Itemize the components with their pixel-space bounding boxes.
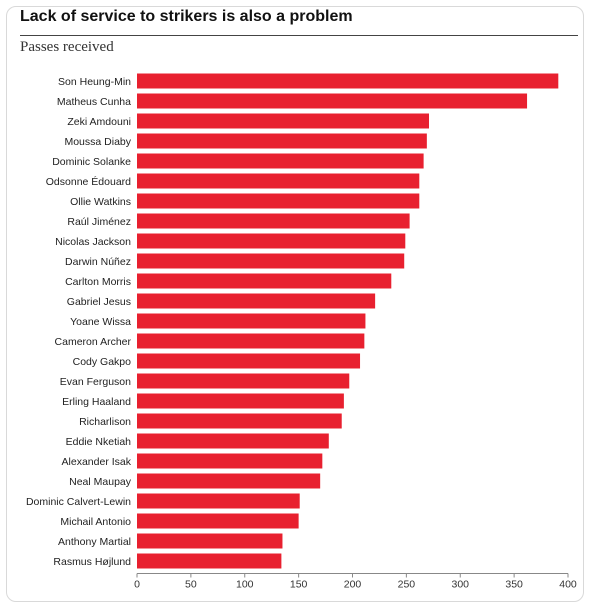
category-label: Yoane Wissa	[70, 316, 131, 328]
bar	[137, 453, 323, 469]
x-tick-label: 0	[134, 579, 140, 591]
category-label: Erling Haaland	[62, 396, 131, 408]
category-label: Ollie Watkins	[70, 196, 131, 208]
category-label: Alexander Isak	[62, 456, 132, 468]
category-label: Michail Antonio	[60, 516, 131, 528]
bar	[137, 393, 344, 409]
category-label: Neal Maupay	[69, 476, 132, 488]
x-tick-label: 400	[559, 579, 577, 591]
bar	[137, 333, 365, 349]
bar	[137, 173, 420, 189]
bar	[137, 533, 283, 549]
bar	[137, 233, 406, 249]
category-label: Nicolas Jackson	[55, 236, 131, 248]
bar	[137, 413, 342, 429]
category-label: Dominic Calvert-Lewin	[26, 496, 131, 508]
bar	[137, 113, 430, 129]
category-label: Carlton Morris	[65, 276, 131, 288]
category-label: Odsonne Édouard	[46, 175, 131, 188]
bar	[137, 253, 405, 269]
category-label: Zeki Amdouni	[67, 116, 131, 128]
bar	[137, 373, 350, 389]
chart-subtitle: Passes received	[20, 39, 114, 55]
bar	[137, 273, 392, 289]
category-labels: Son Heung-Min Matheus Cunha Zeki Amdouni Mo…	[26, 76, 132, 568]
bar	[137, 153, 424, 169]
category-label: Dominic Solanke	[52, 156, 131, 168]
category-label: Evan Ferguson	[60, 376, 131, 388]
x-tick-label: 50	[185, 579, 197, 591]
chart-title: Lack of service to strikers is also a pr…	[20, 8, 353, 25]
bar	[137, 73, 559, 89]
bar	[137, 93, 528, 109]
bar	[137, 293, 376, 309]
bars-group	[137, 73, 559, 569]
x-tick-label: 150	[290, 579, 308, 591]
bar	[137, 553, 282, 569]
bar	[137, 353, 361, 369]
category-label: Cody Gakpo	[73, 356, 132, 368]
category-label: Darwin Núñez	[65, 256, 131, 268]
category-label: Eddie Nketiah	[66, 436, 132, 448]
category-label: Moussa Diaby	[64, 136, 131, 148]
x-tick-label: 350	[505, 579, 523, 591]
category-label: Matheus Cunha	[57, 96, 131, 108]
bar	[137, 473, 321, 489]
category-label: Raúl Jiménez	[67, 216, 131, 228]
category-label: Rasmus Højlund	[53, 556, 131, 568]
x-tick-label: 100	[236, 579, 254, 591]
title-divider	[20, 35, 578, 36]
x-tick-label: 200	[344, 579, 362, 591]
bar	[137, 213, 410, 229]
bar	[137, 493, 300, 509]
bar	[137, 513, 299, 529]
category-label: Richarlison	[79, 416, 131, 428]
category-label: Son Heung-Min	[58, 76, 131, 88]
bar	[137, 433, 329, 449]
category-label: Gabriel Jesus	[67, 296, 131, 308]
bar	[137, 133, 427, 149]
category-label: Anthony Martial	[58, 536, 131, 548]
category-label: Cameron Archer	[55, 336, 132, 348]
x-tick-label: 250	[398, 579, 416, 591]
x-axis-ticks: 0 50 100 150 200 250 300 350 400	[134, 573, 577, 591]
bar	[137, 313, 366, 329]
bar	[137, 193, 420, 209]
x-tick-label: 300	[451, 579, 469, 591]
